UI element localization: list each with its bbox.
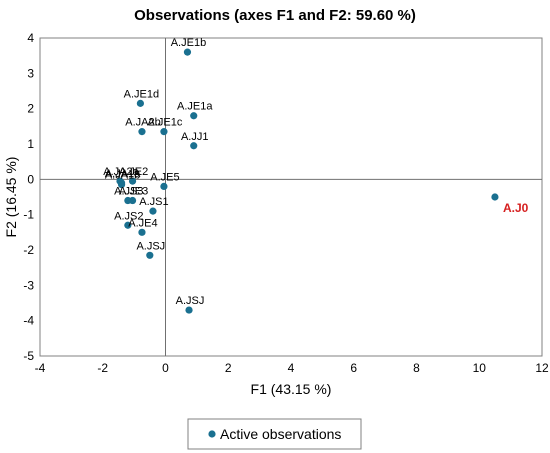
point-label: A.JSJ <box>136 240 165 252</box>
x-tick-label: 10 <box>473 361 487 375</box>
y-tick-labels: -5 -4 -3 -2 -1 0 1 2 3 4 <box>23 31 34 363</box>
point-label: A.JE1a <box>177 101 213 113</box>
legend-box <box>187 418 362 450</box>
point-label: A.JA2a <box>103 166 139 178</box>
point-label: A.JA1b <box>105 170 140 182</box>
point-label: A.JA1a <box>105 168 141 180</box>
point-label: A.JE1c <box>148 117 183 129</box>
data-point <box>491 193 499 201</box>
y-tick-label: 2 <box>27 102 34 116</box>
x-tick-label: -2 <box>97 361 108 375</box>
plot-frame <box>39 37 543 357</box>
chart-title: Observations (axes F1 and F2: 59.60 %) <box>134 7 416 24</box>
point-label: A.JJ1 <box>181 131 209 143</box>
y-axis-label: F2 (16.45 %) <box>3 157 19 238</box>
data-point <box>124 221 132 229</box>
point-label: A.JE5 <box>150 171 179 183</box>
x-tick-label: 4 <box>288 361 295 375</box>
y-tick-label: -2 <box>23 243 34 257</box>
data-point <box>149 207 157 215</box>
y-tick-label: 3 <box>27 66 34 80</box>
data-point <box>160 182 168 190</box>
x-tick-label: 2 <box>225 361 232 375</box>
y-tick-label: 0 <box>27 172 34 186</box>
data-point <box>160 128 168 136</box>
point-label: A.JSJ <box>176 295 205 307</box>
x-tick-label: 8 <box>413 361 420 375</box>
point-label: A.J0 <box>503 201 529 215</box>
point-label: A.JE1d <box>124 88 159 100</box>
point-label: A.JE2 <box>119 166 148 178</box>
data-point <box>138 228 146 236</box>
x-tick-label: 6 <box>350 361 357 375</box>
x-axis-label: F1 (43.15 %) <box>251 381 332 397</box>
point-label: A.JS1 <box>139 196 168 208</box>
x-tick-label: 12 <box>535 361 549 375</box>
data-point <box>128 196 137 205</box>
data-point <box>117 179 126 187</box>
data-point <box>138 128 146 136</box>
data-point <box>146 251 154 259</box>
y-tick-label: -3 <box>23 278 34 292</box>
legend-label: Active observations <box>220 426 341 442</box>
data-point <box>190 112 198 120</box>
y-tick-label: -1 <box>23 208 34 222</box>
point-label: A.JS3 <box>114 186 143 198</box>
point-label: A.JE4 <box>128 217 157 229</box>
data-point <box>185 306 193 314</box>
x-tick-label: 0 <box>162 361 169 375</box>
legend: Active observations <box>187 418 362 450</box>
y-tick-label: -4 <box>23 314 34 328</box>
y-tick-label: 1 <box>27 137 34 151</box>
legend-marker <box>208 430 216 438</box>
data-points <box>116 48 499 314</box>
data-point <box>136 99 144 107</box>
data-point <box>190 142 198 150</box>
point-label: A.JE1b <box>171 37 206 49</box>
data-point <box>128 177 137 185</box>
x-tick-label: -4 <box>35 361 46 375</box>
x-tick-labels: -4 -2 0 2 4 6 8 10 12 <box>35 361 549 375</box>
axes <box>40 38 542 356</box>
y-tick-label: 4 <box>27 31 34 45</box>
point-label: A.JS2 <box>114 210 143 222</box>
data-point <box>183 48 192 56</box>
y-tick-label: -5 <box>23 349 34 363</box>
point-label: A.JE3 <box>119 186 148 198</box>
point-label: A.JA2b <box>125 117 160 129</box>
